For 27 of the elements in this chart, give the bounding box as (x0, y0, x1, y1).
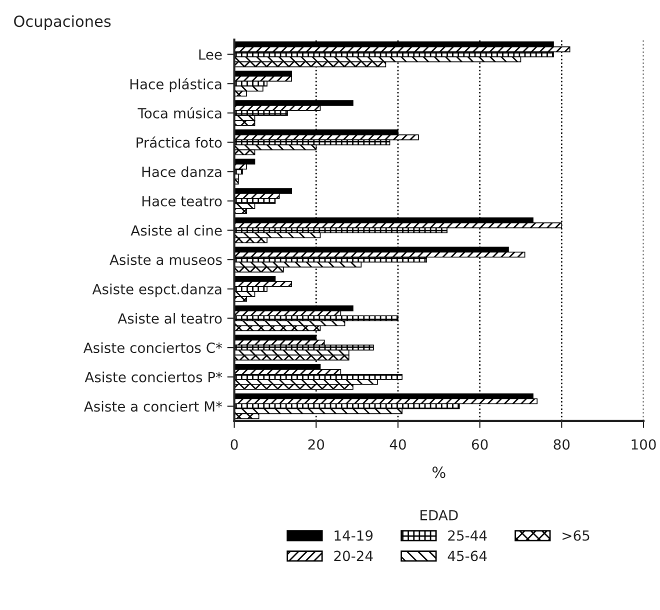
y-tick-label: Toca música (138, 107, 222, 118)
legend-label: 25-44 (448, 530, 487, 541)
y-tick-label: Práctica foto (136, 136, 222, 148)
y-tick-label: Asiste a conciert M* (84, 400, 222, 412)
x-tick-label: 40 (390, 439, 406, 450)
legend-label: >65 (562, 530, 590, 541)
x-tick-label: 80 (554, 439, 570, 450)
y-tick-label: Asiste conciertos P* (84, 372, 222, 382)
legend-title: EDAD (420, 510, 458, 520)
x-tick-label: 20 (308, 439, 324, 450)
legend-label: 14-19 (334, 530, 373, 541)
legend-label: 20-24 (334, 550, 373, 562)
text: Ocupaciones (14, 15, 111, 30)
legend-label: 45-64 (448, 550, 487, 562)
y-tick-label: Lee (199, 49, 222, 60)
y-tick-label: Asiste a museos (110, 254, 222, 266)
x-tick-label: 0 (230, 439, 238, 450)
y-tick-label: Asiste conciertos C* (83, 342, 222, 354)
y-tick-label: Asiste espct.danza (92, 284, 222, 298)
y-tick-label: Hace teatro (142, 196, 222, 206)
x-tick-label: 100 (632, 439, 656, 450)
y-tick-label: Asiste al teatro (118, 312, 222, 324)
y-tick-label: Asiste al cine (130, 225, 222, 236)
y-tick-label: Hace plástica (130, 78, 222, 92)
x-tick-label: 60 (472, 439, 488, 450)
x-axis-title: % (432, 466, 446, 478)
y-tick-label: Hace danza (142, 166, 222, 178)
